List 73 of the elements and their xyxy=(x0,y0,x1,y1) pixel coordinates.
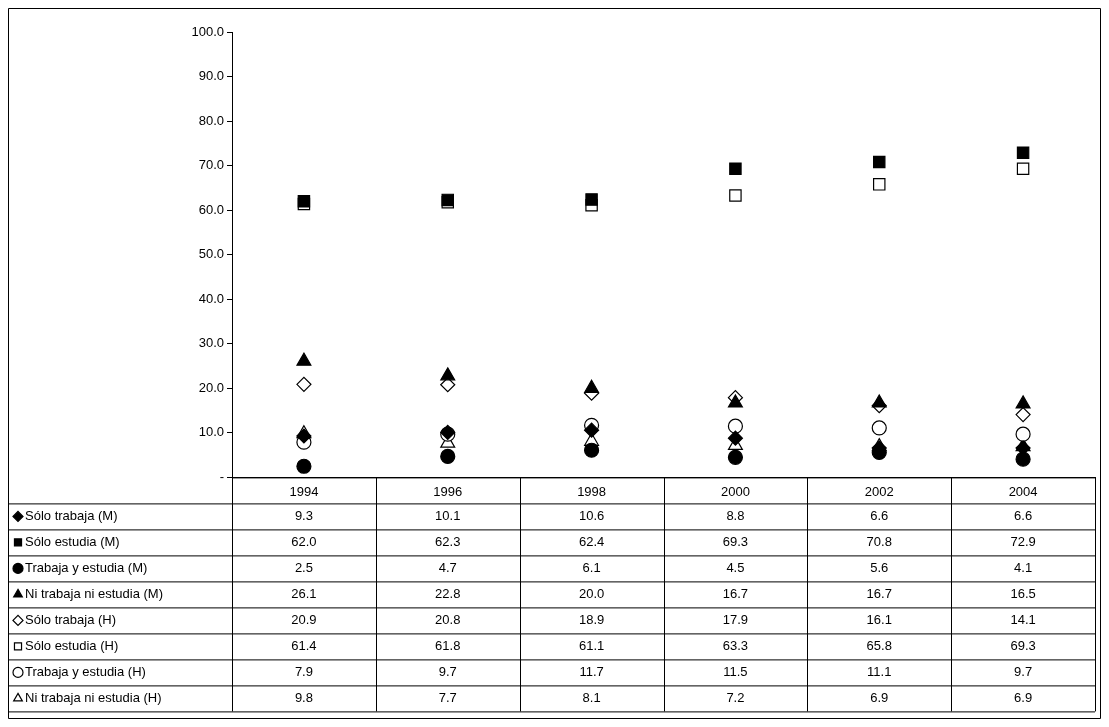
data-label: 7.2 xyxy=(726,689,745,705)
data-label: 4.7 xyxy=(438,559,457,575)
data-label: 9.8 xyxy=(294,689,313,705)
legend-label: Ni trabaja ni estudia (H) xyxy=(25,689,162,705)
legend-label: Sólo trabaja (M) xyxy=(25,507,118,523)
y-tick-label: 30.0 xyxy=(198,335,224,351)
x-tick-label: 2000 xyxy=(720,483,750,499)
data-label: 62.4 xyxy=(578,533,605,549)
data-label: 16.7 xyxy=(866,585,892,601)
data-label: 4.1 xyxy=(1014,559,1033,575)
data-label: 2.5 xyxy=(294,559,313,575)
data-label: 14.1 xyxy=(1010,611,1036,627)
data-label: 20.8 xyxy=(435,611,461,627)
data-label: 16.1 xyxy=(866,611,892,627)
legend-label: Trabaja y estudia (M) xyxy=(25,559,148,575)
x-tick-label: 1998 xyxy=(577,483,607,499)
data-label: 20.9 xyxy=(291,611,317,627)
y-tick-label: 20.0 xyxy=(198,379,224,395)
data-label: 6.6 xyxy=(870,507,889,523)
data-label: 8.8 xyxy=(726,507,745,523)
data-label: 7.7 xyxy=(438,689,457,705)
data-label: 11.1 xyxy=(867,663,892,679)
data-label: 10.1 xyxy=(435,507,461,523)
data-label: 16.7 xyxy=(722,585,749,601)
data-label: 10.6 xyxy=(578,507,605,523)
y-tick-label: 80.0 xyxy=(198,112,224,128)
x-tick-label: 1994 xyxy=(289,483,319,499)
data-label: 4.5 xyxy=(726,559,745,575)
data-label: 9.7 xyxy=(1014,663,1033,679)
data-label: 6.6 xyxy=(1014,507,1033,523)
legend-label: Sólo trabaja (H) xyxy=(25,611,117,627)
legend-label: Sólo estudia (H) xyxy=(25,637,119,653)
data-label: 61.4 xyxy=(291,637,317,653)
y-tick-label: 10.0 xyxy=(198,424,224,440)
x-tick-label: 2004 xyxy=(1008,483,1038,499)
y-tick-label: 40.0 xyxy=(198,290,224,306)
data-label: 16.5 xyxy=(1010,585,1036,601)
y-tick-label: 60.0 xyxy=(198,201,224,217)
data-label: 6.9 xyxy=(1014,689,1033,705)
data-label: 22.8 xyxy=(435,585,461,601)
data-label: 65.8 xyxy=(866,637,892,653)
data-label: 6.1 xyxy=(582,559,601,575)
data-label: 6.9 xyxy=(870,689,889,705)
legend-label: Sólo estudia (M) xyxy=(25,533,120,549)
data-label: 9.3 xyxy=(294,507,313,523)
data-label: 69.3 xyxy=(1010,637,1036,653)
data-label: 17.9 xyxy=(722,611,749,627)
data-label: 69.3 xyxy=(722,533,749,549)
data-label: 7.9 xyxy=(294,663,313,679)
data-label: 26.1 xyxy=(291,585,317,601)
x-tick-label: 1996 xyxy=(433,483,463,499)
data-label: 8.1 xyxy=(582,689,601,705)
data-label: 5.6 xyxy=(870,559,889,575)
y-tick-label: 100.0 xyxy=(191,23,224,39)
data-label: 63.3 xyxy=(722,637,749,653)
data-label: 11.5 xyxy=(723,663,748,679)
y-tick-label: 70.0 xyxy=(198,157,224,173)
y-tick-label: 90.0 xyxy=(198,68,224,84)
data-label: 9.7 xyxy=(438,663,457,679)
data-label: 61.1 xyxy=(578,637,605,653)
legend-label: Trabaja y estudia (H) xyxy=(25,663,146,679)
data-label: 62.0 xyxy=(291,533,317,549)
data-label: 61.8 xyxy=(435,637,461,653)
y-tick-label: - xyxy=(219,468,224,484)
x-tick-label: 2002 xyxy=(864,483,894,499)
data-label: 70.8 xyxy=(866,533,892,549)
data-label: 62.3 xyxy=(435,533,461,549)
data-label: 11.7 xyxy=(579,663,604,679)
data-label: 20.0 xyxy=(578,585,605,601)
data-label: 18.9 xyxy=(578,611,605,627)
data-label: 72.9 xyxy=(1010,533,1036,549)
y-tick-label: 50.0 xyxy=(198,246,224,262)
legend-label: Ni trabaja ni estudia (M) xyxy=(25,585,163,601)
